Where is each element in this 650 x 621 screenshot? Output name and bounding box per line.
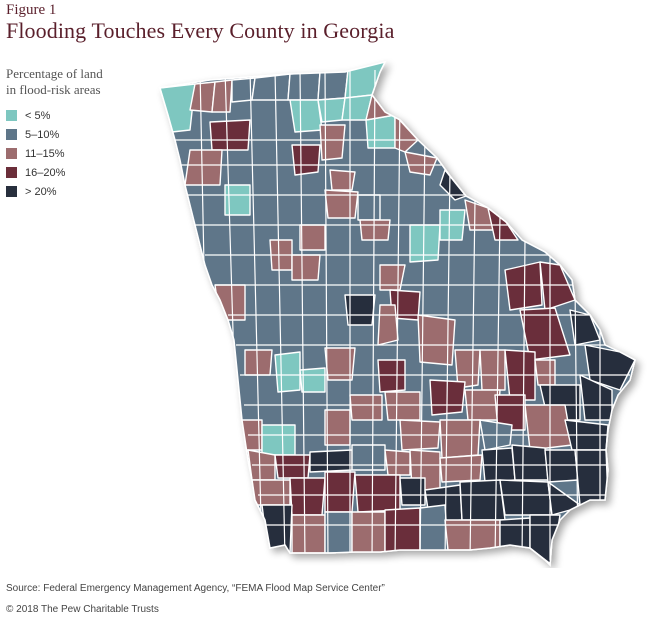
legend-swatch bbox=[6, 110, 17, 121]
county bbox=[291, 144, 321, 176]
legend-item-lt5: < 5% bbox=[6, 106, 156, 125]
county bbox=[351, 444, 386, 471]
county bbox=[261, 424, 296, 456]
legend-item-16-20: 16–20% bbox=[6, 163, 156, 182]
county bbox=[319, 124, 346, 161]
county bbox=[534, 359, 556, 386]
county bbox=[499, 517, 531, 549]
county bbox=[317, 69, 349, 101]
county bbox=[291, 254, 321, 281]
county bbox=[324, 409, 351, 446]
county bbox=[209, 119, 251, 151]
county bbox=[309, 449, 353, 473]
georgia-map-svg bbox=[159, 60, 636, 567]
county bbox=[499, 479, 553, 516]
legend-label: 11–15% bbox=[25, 147, 65, 160]
county bbox=[274, 351, 301, 393]
county bbox=[357, 194, 381, 221]
legend-title: Percentage of land in flood-risk areas bbox=[6, 66, 103, 97]
county bbox=[377, 359, 406, 393]
county bbox=[379, 264, 406, 291]
county bbox=[511, 444, 549, 481]
county bbox=[184, 149, 223, 186]
georgia-county-map bbox=[150, 58, 650, 568]
county bbox=[351, 511, 386, 554]
state-outline bbox=[159, 60, 636, 567]
figure-title: Flooding Touches Every County in Georgia bbox=[6, 18, 395, 43]
county bbox=[384, 507, 421, 554]
legend-item-gt20: > 20% bbox=[6, 182, 156, 201]
county bbox=[299, 367, 326, 393]
legend-label: 16–20% bbox=[25, 166, 66, 179]
legend: Percentage of land in flood-risk areas <… bbox=[6, 66, 156, 201]
legend-label: 5–10% bbox=[25, 128, 60, 141]
county-borders bbox=[170, 69, 630, 561]
county bbox=[384, 449, 411, 476]
county bbox=[409, 224, 441, 263]
county bbox=[324, 189, 359, 219]
county bbox=[329, 169, 356, 191]
county bbox=[354, 474, 401, 513]
county bbox=[251, 73, 291, 101]
county bbox=[289, 99, 323, 133]
county bbox=[504, 261, 543, 311]
county bbox=[459, 479, 506, 521]
county bbox=[359, 219, 391, 241]
source-note: Source: Federal Emergency Management Age… bbox=[6, 583, 385, 594]
county bbox=[274, 454, 311, 479]
legend-swatch bbox=[6, 167, 17, 178]
county bbox=[299, 224, 326, 251]
county bbox=[287, 71, 321, 101]
county bbox=[417, 314, 456, 366]
county bbox=[211, 79, 233, 113]
copyright-note: © 2018 The Pew Charitable Trusts bbox=[6, 604, 159, 615]
county bbox=[289, 477, 326, 516]
legend-swatch bbox=[6, 148, 17, 159]
county bbox=[529, 514, 561, 565]
county bbox=[384, 391, 421, 421]
legend-label: < 5% bbox=[25, 109, 51, 122]
county bbox=[324, 511, 353, 554]
county bbox=[317, 97, 346, 123]
legend-swatch bbox=[6, 186, 17, 197]
county bbox=[349, 394, 383, 421]
county bbox=[377, 304, 399, 346]
county bbox=[479, 349, 506, 391]
county bbox=[244, 349, 273, 376]
county bbox=[524, 404, 573, 451]
legend-item-5-10: 5–10% bbox=[6, 125, 156, 144]
county bbox=[291, 514, 326, 554]
legend-swatch bbox=[6, 129, 17, 140]
county bbox=[419, 504, 449, 554]
county bbox=[224, 184, 251, 216]
county bbox=[519, 307, 571, 361]
county bbox=[399, 477, 426, 506]
county bbox=[574, 449, 609, 506]
figure-label: Figure 1 bbox=[6, 2, 57, 18]
legend-label: > 20% bbox=[25, 185, 57, 198]
legend-item-11-15: 11–15% bbox=[6, 144, 156, 163]
